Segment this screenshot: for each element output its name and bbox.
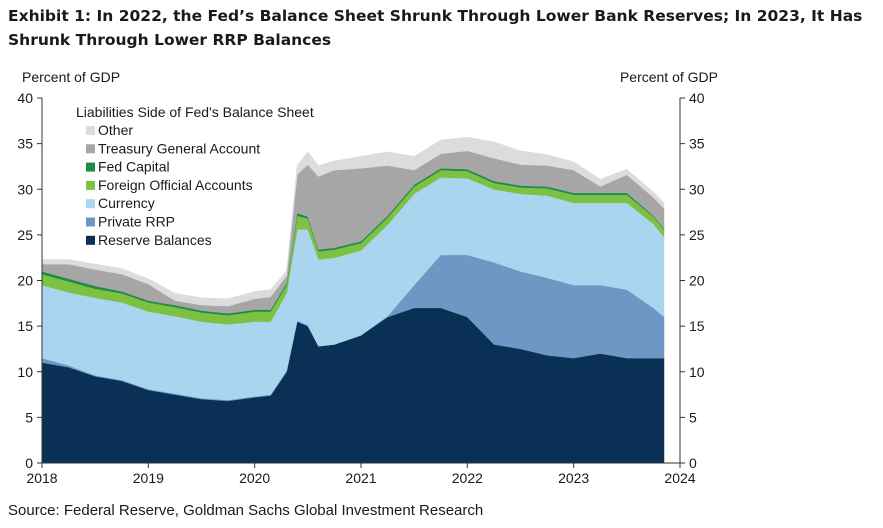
left-y-tick-label: 35: [17, 136, 33, 152]
x-tick-label: 2019: [133, 470, 164, 486]
right-y-tick-label: 10: [689, 364, 705, 380]
right-y-tick-label: 15: [689, 318, 705, 334]
legend-label: Treasury General Account: [98, 140, 260, 156]
left-y-tick-label: 25: [17, 227, 33, 243]
right-y-tick-label: 25: [689, 227, 705, 243]
left-y-tick-label: 10: [17, 364, 33, 380]
legend-title: Liabilities Side of Fed's Balance Sheet: [76, 104, 314, 120]
x-tick-label: 2018: [26, 470, 57, 486]
exhibit-title: Exhibit 1: In 2022, the Fed’s Balance Sh…: [8, 7, 863, 49]
area-other: [41, 136, 665, 307]
left-y-tick-label: 5: [25, 409, 33, 425]
right-y-tick-label: 30: [689, 181, 705, 197]
legend-swatch: [86, 162, 95, 172]
legend-swatch: [86, 235, 95, 245]
legend-swatch: [86, 199, 95, 209]
legend-swatch: [86, 126, 95, 135]
x-tick-label: 2020: [239, 470, 270, 486]
legend-swatch: [86, 180, 95, 190]
x-tick-label: 2022: [452, 470, 483, 486]
left-y-tick-label: 40: [17, 90, 33, 106]
left-y-tick-label: 0: [25, 455, 33, 471]
x-tick-label: 2021: [345, 470, 376, 486]
right-y-tick-label: 40: [689, 90, 705, 106]
source-note: Source: Federal Reserve, Goldman Sachs G…: [8, 502, 484, 519]
legend-label: Private RRP: [98, 214, 175, 230]
area-series-group: [41, 136, 665, 464]
legend-label: Reserve Balances: [98, 232, 212, 248]
legend: Liabilities Side of Fed's Balance Sheet …: [76, 104, 314, 248]
legend-swatch: [86, 217, 95, 227]
right-axis-label: Percent of GDP: [620, 69, 718, 85]
legend-label: Fed Capital: [98, 159, 170, 175]
legend-label: Currency: [98, 195, 155, 211]
x-tick-label: 2023: [558, 470, 589, 486]
x-tick-label: 2024: [664, 470, 695, 486]
left-axis-label: Percent of GDP: [22, 69, 120, 85]
left-y-tick-label: 15: [17, 318, 33, 334]
left-y-tick-label: 20: [17, 273, 33, 289]
right-y-tick-label: 20: [689, 273, 705, 289]
left-y-tick-label: 30: [17, 181, 33, 197]
right-y-tick-label: 5: [689, 409, 697, 425]
legend-swatch: [86, 144, 95, 154]
right-y-tick-label: 35: [689, 136, 705, 152]
legend-label: Foreign Official Accounts: [98, 177, 253, 193]
legend-label: Other: [98, 122, 133, 138]
right-y-tick-label: 0: [689, 455, 697, 471]
